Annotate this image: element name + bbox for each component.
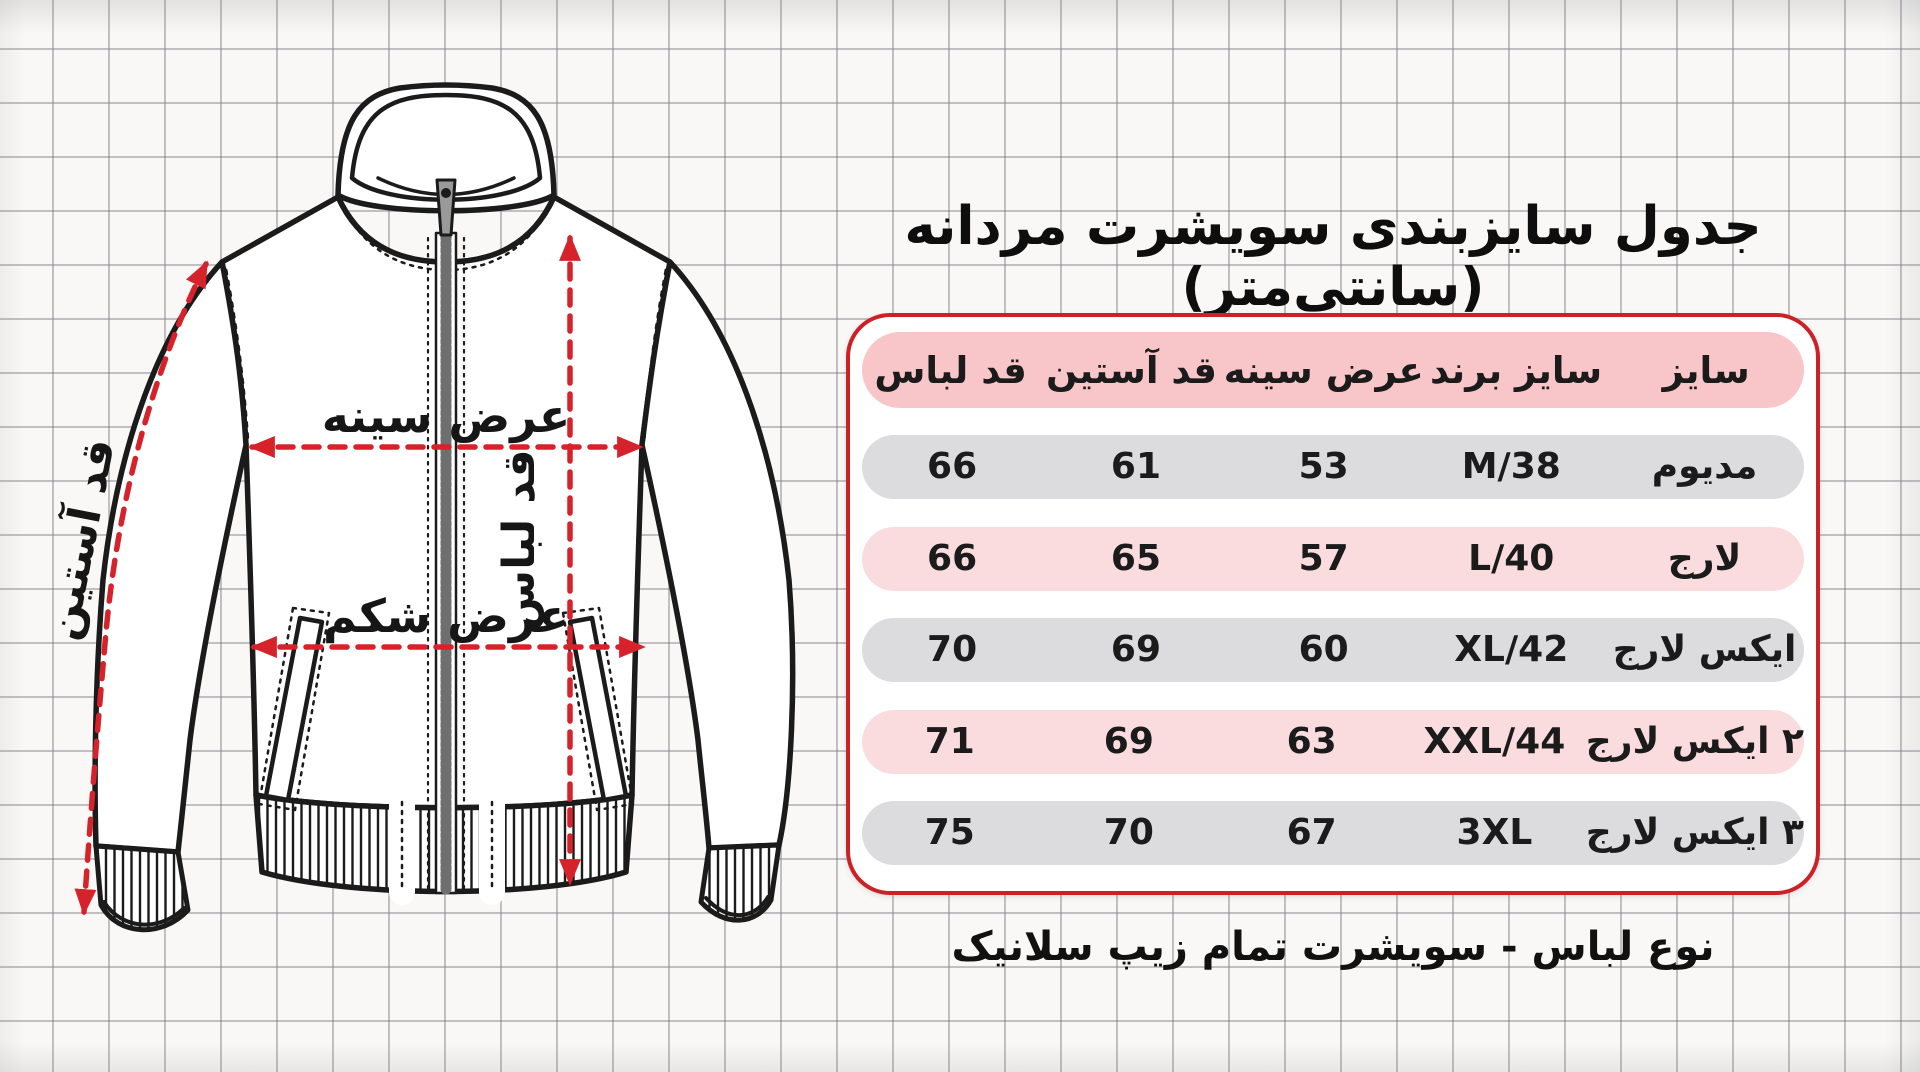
table-row-2xlarge: ۲ ایکس لارج XXL/44 63 69 71 [862, 709, 1804, 774]
cell-length: 71 [924, 720, 975, 762]
cell-chest: 60 [1298, 629, 1349, 671]
right-armhole-seam [642, 268, 668, 444]
cell-sleeve: 70 [1103, 811, 1154, 853]
belly-width-label: عرض شکم [323, 589, 569, 643]
cell-brand: M/38 [1461, 446, 1561, 488]
garment-type-caption: نوع لباس - سویشرت تمام زیپ سلانیک [951, 924, 1715, 970]
collar-opening [349, 92, 543, 202]
right-cuff-ribbing [698, 842, 782, 923]
cell-brand: XXL/44 [1423, 720, 1566, 762]
cell-length: 66 [927, 446, 978, 488]
right-cuff-opening [704, 895, 770, 918]
garment-length-label: قد لباس [494, 449, 545, 630]
jacket-diagram: عرض سینه عرض شکم قد لباس قد آستین [33, 82, 796, 933]
zipper-pull-hole [441, 188, 451, 198]
cell-sleeve: 61 [1110, 446, 1162, 488]
cell-chest: 53 [1298, 446, 1349, 488]
table-row-medium: مدیوم M/38 53 61 66 [862, 435, 1804, 500]
page-title: جدول سایزبندی سویشرت مردانه (سانتی‌متر) [904, 196, 1762, 318]
table-row-large: لارج L/40 57 65 66 [862, 526, 1804, 591]
header-size: سایز [1662, 348, 1750, 392]
table-header-row: سایز سایز برند عرض سینه قد آستین قد لباس [862, 332, 1804, 408]
header-length: قد لباس [874, 348, 1027, 392]
right-pocket-slit [567, 615, 629, 803]
cell-size: مدیوم [1651, 446, 1758, 488]
cell-sleeve: 65 [1110, 537, 1162, 579]
chest-width-label: عرض سینه [322, 389, 571, 443]
cell-size: ایکس لارج [1612, 629, 1797, 671]
cell-size: ۲ ایکس لارج [1585, 720, 1804, 762]
header-sleeve: قد آستین [1045, 348, 1218, 392]
left-pocket-slit [263, 615, 325, 803]
cell-chest: 67 [1286, 811, 1337, 853]
cell-length: 75 [924, 811, 975, 853]
size-table-card: سایز سایز برند عرض سینه قد آستین قد لباس… [846, 313, 1820, 895]
cell-length: 70 [927, 629, 978, 671]
cell-chest: 57 [1298, 537, 1349, 579]
header-chest: عرض سینه [1223, 348, 1424, 392]
cell-size: لارج [1667, 537, 1742, 579]
left-pocket-stitch [257, 606, 331, 812]
cell-brand: L/40 [1468, 537, 1555, 579]
right-sleeve-outline [639, 259, 796, 851]
left-armhole-seam [224, 268, 250, 444]
cell-sleeve: 69 [1110, 629, 1162, 671]
cell-brand: XL/42 [1454, 629, 1569, 671]
cell-brand: 3XL [1456, 811, 1533, 853]
cell-size: ۳ ایکس لارج [1585, 811, 1804, 853]
table-row-xlarge: ایکس لارج XL/42 60 69 70 [862, 618, 1804, 683]
sleeve-length-arrow [74, 260, 209, 916]
right-pocket-stitch [561, 606, 635, 812]
header-brand: سایز برند [1429, 348, 1603, 392]
cell-chest: 63 [1286, 720, 1337, 762]
cell-sleeve: 69 [1103, 720, 1154, 762]
table-row-3xlarge: ۳ ایکس لارج 3XL 67 70 75 [862, 800, 1804, 865]
cell-length: 66 [927, 537, 978, 579]
